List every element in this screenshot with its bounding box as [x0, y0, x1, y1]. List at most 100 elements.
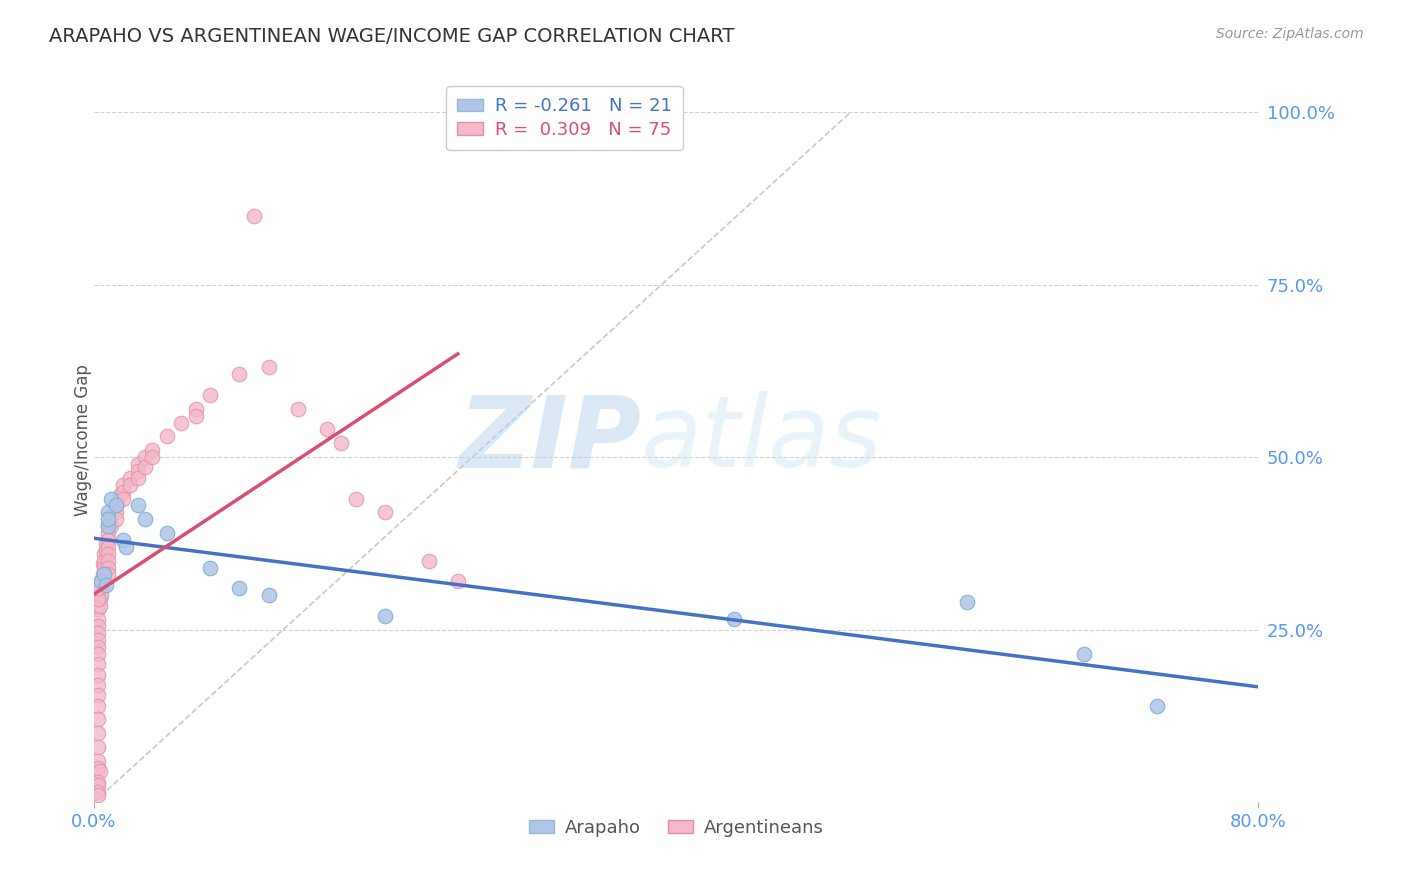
Point: [87, 726, 110, 740]
Point: [141, 443, 163, 458]
Point: [87, 581, 110, 595]
Point: [87, 633, 110, 648]
Point: [87, 688, 110, 702]
Point: [134, 460, 156, 475]
Point: [89, 599, 111, 613]
Point: [127, 499, 149, 513]
Point: [330, 436, 353, 450]
Point: [87, 761, 110, 775]
Point: [90, 588, 112, 602]
Point: [315, 423, 337, 437]
Point: [104, 499, 127, 513]
Point: [287, 401, 309, 416]
Point: [120, 471, 142, 485]
Point: [97, 526, 120, 541]
Text: atlas: atlas: [641, 392, 883, 488]
Point: [87, 754, 110, 768]
Point: [418, 554, 440, 568]
Point: [134, 512, 156, 526]
Point: [90, 581, 112, 595]
Point: [447, 574, 470, 589]
Point: [100, 508, 122, 523]
Point: [115, 540, 138, 554]
Point: [94, 578, 117, 592]
Point: [112, 491, 135, 506]
Point: [87, 785, 110, 799]
Point: [141, 450, 163, 464]
Point: [104, 499, 127, 513]
Point: [1146, 698, 1168, 713]
Point: [90, 574, 112, 589]
Point: [134, 450, 156, 464]
Point: [89, 764, 111, 779]
Point: [87, 640, 110, 654]
Point: [200, 560, 222, 574]
Point: [112, 484, 135, 499]
Point: [184, 401, 207, 416]
Point: [87, 698, 110, 713]
Point: [94, 536, 117, 550]
Point: [97, 567, 120, 582]
Point: [228, 368, 250, 382]
Point: [956, 595, 979, 609]
Point: [87, 626, 110, 640]
Point: [87, 657, 110, 672]
Point: [97, 512, 120, 526]
Point: [94, 543, 117, 558]
Point: [93, 567, 115, 582]
Y-axis label: Wage/Income Gap: Wage/Income Gap: [75, 364, 91, 516]
Legend: Arapaho, Argentineans: Arapaho, Argentineans: [522, 812, 831, 844]
Point: [87, 713, 110, 727]
Point: [97, 540, 120, 554]
Point: [87, 678, 110, 692]
Point: [108, 488, 131, 502]
Point: [100, 491, 122, 506]
Point: [120, 477, 142, 491]
Point: [97, 554, 120, 568]
Text: ZIP: ZIP: [458, 392, 641, 488]
Point: [97, 560, 120, 574]
Point: [156, 429, 179, 443]
Point: [87, 612, 110, 626]
Point: [87, 774, 110, 789]
Point: [112, 533, 135, 547]
Point: [90, 574, 112, 589]
Point: [344, 491, 367, 506]
Point: [374, 505, 396, 519]
Point: [156, 526, 179, 541]
Point: [87, 739, 110, 754]
Point: [257, 588, 280, 602]
Point: [87, 591, 110, 606]
Point: [97, 533, 120, 547]
Point: [170, 416, 193, 430]
Point: [87, 778, 110, 792]
Point: [104, 505, 127, 519]
Point: [127, 464, 149, 478]
Point: [127, 457, 149, 471]
Point: [89, 591, 111, 606]
Point: [257, 360, 280, 375]
Point: [1073, 647, 1095, 661]
Point: [87, 667, 110, 681]
Point: [97, 505, 120, 519]
Point: [91, 567, 114, 582]
Point: [723, 612, 745, 626]
Point: [127, 471, 149, 485]
Point: [91, 557, 114, 571]
Point: [93, 547, 115, 561]
Point: [97, 519, 120, 533]
Point: [93, 554, 115, 568]
Point: [87, 619, 110, 633]
Point: [93, 560, 115, 574]
Point: [87, 789, 110, 803]
Point: [184, 409, 207, 423]
Point: [87, 647, 110, 661]
Text: Source: ZipAtlas.com: Source: ZipAtlas.com: [1216, 27, 1364, 41]
Point: [112, 477, 135, 491]
Point: [97, 519, 120, 533]
Point: [243, 209, 266, 223]
Point: [374, 608, 396, 623]
Point: [87, 602, 110, 616]
Point: [100, 519, 122, 533]
Point: [200, 388, 222, 402]
